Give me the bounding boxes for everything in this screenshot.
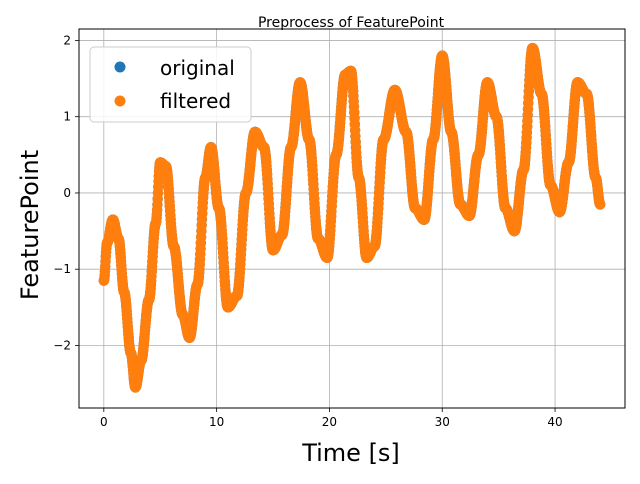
- y-tick-label: −1: [53, 262, 71, 276]
- y-tick-label: 0: [63, 186, 71, 200]
- legend-label-original: original: [160, 56, 235, 80]
- legend-marker-original: [114, 61, 126, 73]
- chart-title: Preprocess of FeaturePoint: [258, 15, 445, 31]
- x-tick-label: 0: [100, 415, 108, 429]
- series-filtered: [98, 42, 606, 393]
- x-tick-label: 20: [322, 415, 337, 429]
- legend-label-filtered: filtered: [160, 89, 231, 113]
- legend-box: [89, 46, 252, 123]
- y-tick-label: −2: [53, 338, 71, 352]
- data-point-filtered: [594, 199, 606, 210]
- y-tick-label: 2: [63, 33, 71, 47]
- data-layer: [98, 42, 606, 393]
- legend: original filtered: [89, 46, 252, 123]
- x-axis-label: Time [s]: [301, 439, 400, 467]
- plot-frame: [78, 28, 626, 409]
- x-tick-label: 30: [435, 415, 450, 429]
- y-axis-label: FeaturePoint: [16, 150, 44, 300]
- tick-layer: 0 10 20 30 40 −2 −1 0 1 2: [53, 33, 562, 429]
- legend-marker-filtered: [114, 95, 126, 107]
- x-tick-label: 40: [547, 415, 562, 429]
- y-tick-label: 1: [63, 110, 71, 124]
- x-tick-label: 10: [209, 415, 224, 429]
